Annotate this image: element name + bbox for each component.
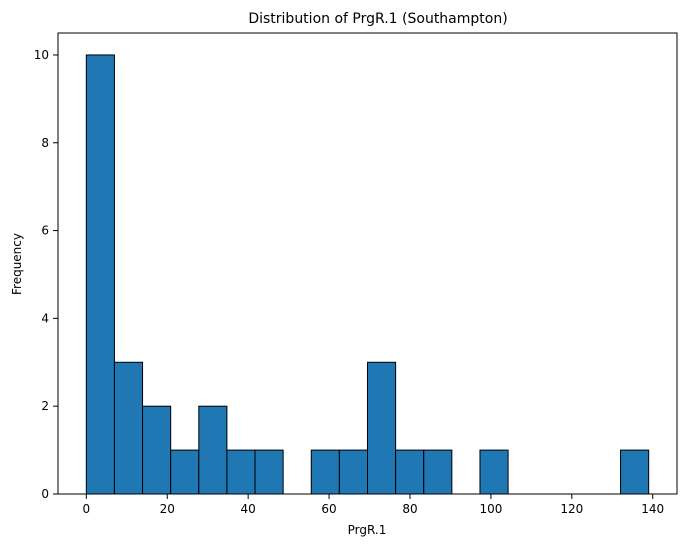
x-tick-label: 0 — [82, 502, 90, 516]
histogram-bar — [170, 449, 200, 495]
y-tick-label: 2 — [41, 399, 49, 413]
histogram-bar — [620, 449, 650, 495]
histogram-bar — [423, 449, 453, 495]
histogram-bar — [338, 449, 368, 495]
x-tick-label: 20 — [160, 502, 175, 516]
x-tick-label: 80 — [402, 502, 417, 516]
histogram-bar — [254, 449, 284, 495]
histogram-bar — [85, 54, 115, 495]
histogram-bar — [395, 449, 425, 495]
y-tick-label: 6 — [41, 224, 49, 238]
chart-title: Distribution of PrgR.1 (Southampton) — [248, 11, 507, 27]
histogram-bar — [226, 449, 256, 495]
plot-frame — [57, 32, 678, 495]
bars — [85, 54, 650, 495]
histogram-bar — [310, 449, 340, 495]
histogram-bar — [479, 449, 509, 495]
x-axis-ticks: 0 20 40 60 80 100 120 140 — [82, 494, 664, 516]
histogram-bar — [142, 405, 172, 495]
x-tick-label: 140 — [641, 502, 664, 516]
y-axis-label: Frequency — [10, 233, 24, 295]
histogram-bar — [113, 361, 144, 495]
y-tick-label: 10 — [34, 48, 49, 62]
x-axis-label: PrgR.1 — [348, 523, 387, 537]
y-tick-label: 0 — [41, 487, 49, 501]
y-axis-ticks: 0 2 4 6 8 10 — [34, 48, 58, 501]
y-tick-label: 8 — [41, 136, 49, 150]
histogram-bar — [198, 405, 228, 495]
x-tick-label: 100 — [479, 502, 502, 516]
x-tick-label: 120 — [560, 502, 583, 516]
y-tick-label: 4 — [41, 311, 49, 325]
x-tick-label: 60 — [321, 502, 336, 516]
x-tick-label: 40 — [241, 502, 256, 516]
histogram-bar — [367, 361, 397, 495]
